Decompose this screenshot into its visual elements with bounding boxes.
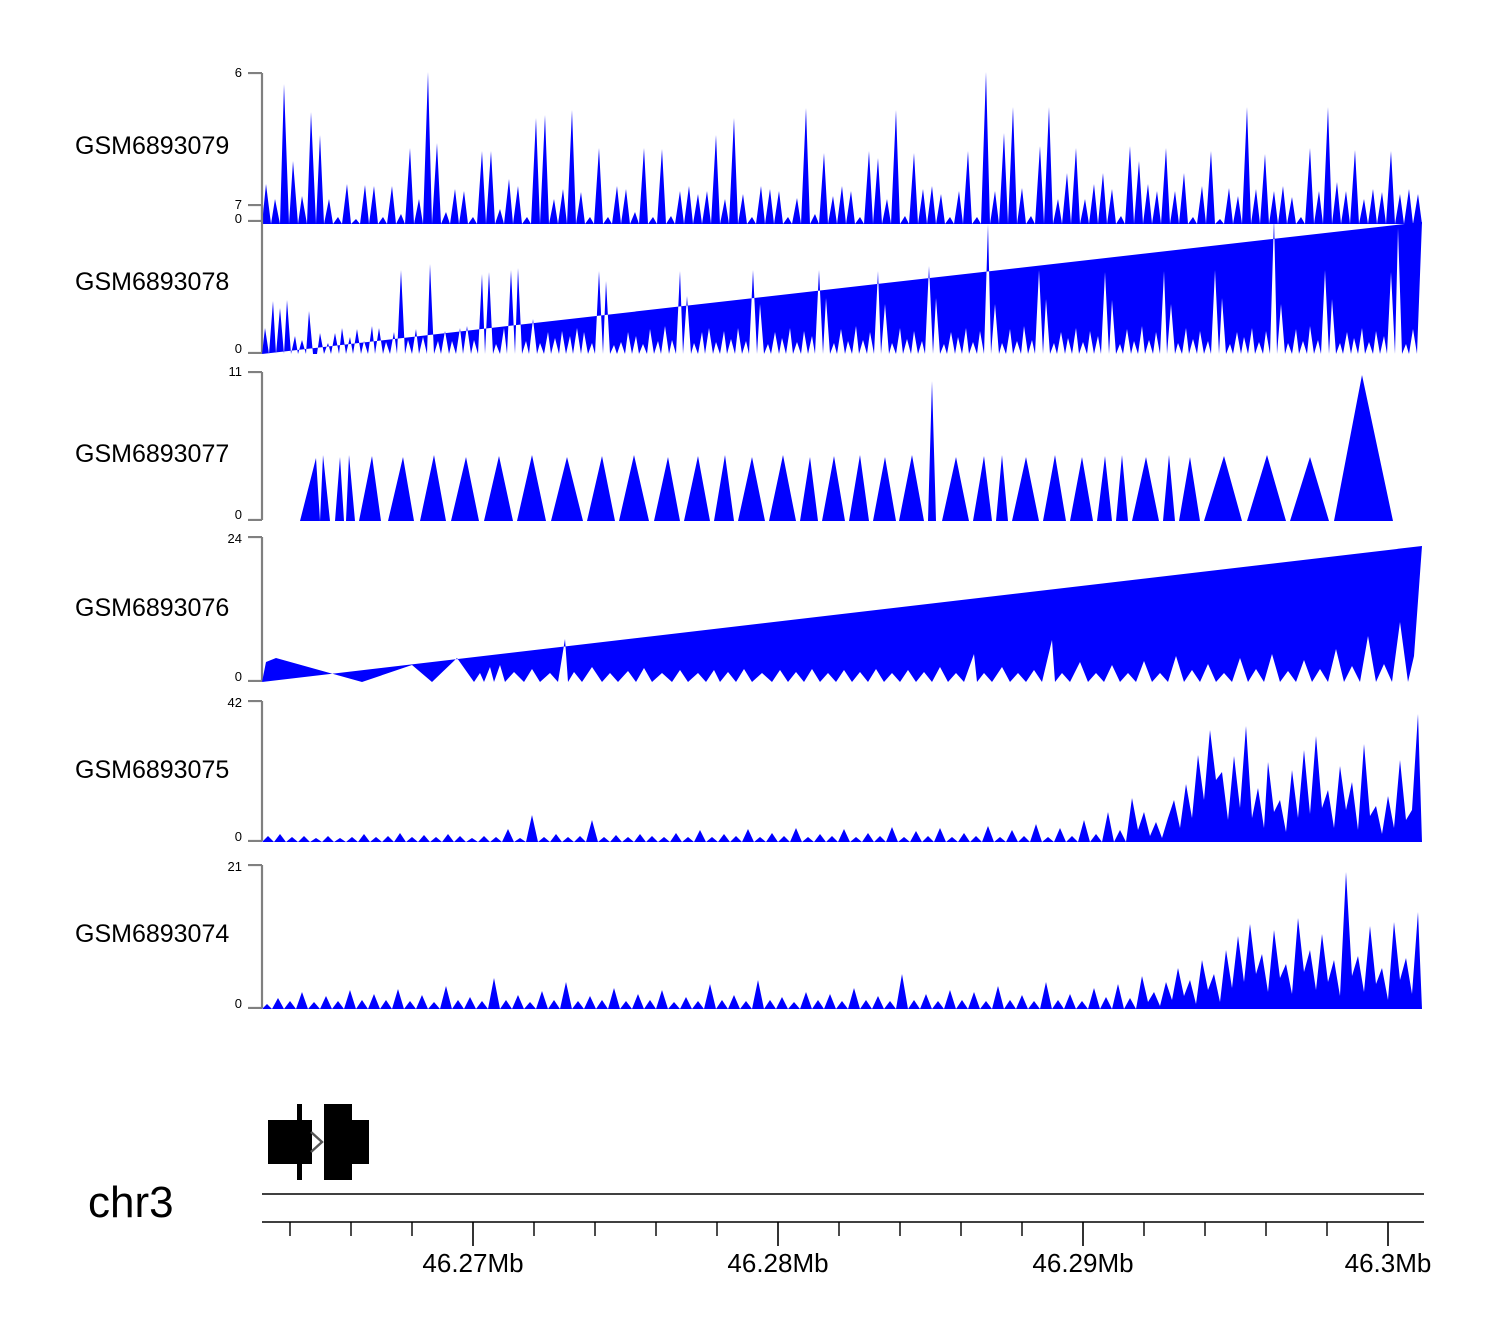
axis-bracket bbox=[246, 700, 266, 842]
axis-minor-ticks bbox=[289, 1222, 1328, 1236]
coverage-track: GSM6893074 21 0 bbox=[0, 860, 1500, 1022]
coverage-plot bbox=[262, 700, 1422, 842]
coverage-track: GSM6893078 7 0 bbox=[0, 198, 1500, 360]
coverage-track: GSM6893075 42 0 bbox=[0, 696, 1500, 858]
gene-exon bbox=[268, 1120, 312, 1164]
coverage-plot bbox=[262, 536, 1422, 682]
axis-min-label: 0 bbox=[234, 507, 242, 522]
axis-max-label: 24 bbox=[227, 531, 242, 546]
coverage-plot bbox=[262, 72, 1422, 224]
track-label: GSM6893077 bbox=[75, 440, 230, 468]
axis-min-label: 0 bbox=[234, 341, 242, 356]
axis-max-label: 11 bbox=[228, 364, 243, 379]
axis-min-label: 0 bbox=[234, 211, 242, 226]
axis-max-label: 21 bbox=[227, 859, 242, 874]
gene-exon bbox=[324, 1120, 369, 1164]
axis-bracket bbox=[246, 536, 266, 682]
coverage-plot bbox=[262, 864, 1422, 1009]
axis-bracket bbox=[246, 204, 266, 354]
strand-arrow-icon bbox=[310, 1131, 324, 1153]
axis-min-label: 0 bbox=[234, 669, 242, 684]
coverage-track: GSM6893079 6 0 bbox=[0, 32, 1500, 225]
axis-bracket bbox=[246, 72, 266, 222]
axis-bracket bbox=[246, 371, 266, 521]
chromosome-label: chr3 bbox=[88, 1178, 174, 1227]
axis-major-ticks bbox=[472, 1222, 1389, 1246]
axis-tick-label: 46.28Mb bbox=[727, 1248, 828, 1278]
axis-max-label: 6 bbox=[234, 65, 242, 80]
axis-max-label: 7 bbox=[234, 197, 242, 212]
coverage-track: GSM6893076 24 0 bbox=[0, 532, 1500, 694]
track-label: GSM6893074 bbox=[75, 920, 230, 948]
gene-model-track bbox=[0, 1090, 1500, 1185]
track-label: GSM6893075 bbox=[75, 756, 230, 784]
track-label: GSM6893078 bbox=[75, 268, 230, 296]
genomic-axis: 46.27Mb 46.28Mb 46.29Mb 46.3Mb bbox=[0, 1180, 1500, 1290]
axis-tick-label: 46.3Mb bbox=[1345, 1248, 1432, 1278]
coverage-plot bbox=[262, 371, 1422, 521]
axis-tick-label: 46.29Mb bbox=[1032, 1248, 1133, 1278]
axis-tick-label: 46.27Mb bbox=[422, 1248, 523, 1278]
track-label: GSM6893076 bbox=[75, 594, 230, 622]
track-label: GSM6893079 bbox=[75, 132, 230, 160]
axis-max-label: 42 bbox=[227, 695, 242, 710]
coverage-plot bbox=[262, 204, 1422, 354]
axis-min-label: 0 bbox=[234, 996, 242, 1011]
coverage-track: GSM6893077 11 0 bbox=[0, 365, 1500, 527]
axis-bracket bbox=[246, 864, 266, 1009]
axis-min-label: 0 bbox=[234, 829, 242, 844]
